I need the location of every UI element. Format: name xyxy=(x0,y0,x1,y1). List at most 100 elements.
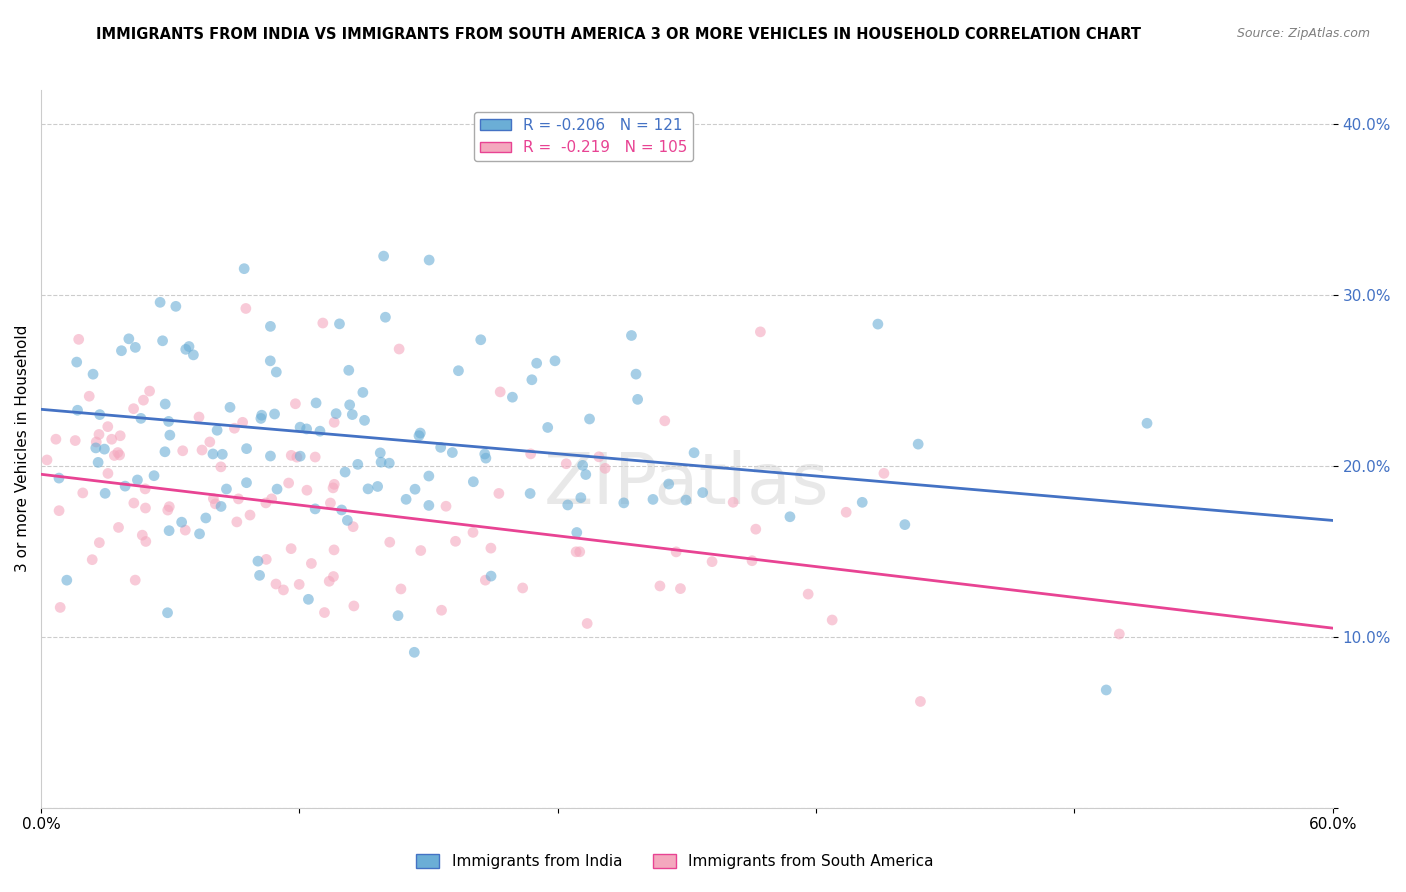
Point xyxy=(211,447,233,461)
Point xyxy=(224,421,246,435)
Point xyxy=(441,445,464,459)
Point xyxy=(89,535,111,549)
Point xyxy=(157,500,180,514)
Point xyxy=(336,513,359,527)
Point xyxy=(475,451,498,466)
Point xyxy=(569,491,592,505)
Point xyxy=(204,497,226,511)
Point xyxy=(309,424,332,438)
Text: IMMIGRANTS FROM INDIA VS IMMIGRANTS FROM SOUTH AMERICA 3 OR MORE VEHICLES IN HOU: IMMIGRANTS FROM INDIA VS IMMIGRANTS FROM… xyxy=(96,27,1142,42)
Point xyxy=(669,582,692,596)
Point xyxy=(177,339,200,353)
Point xyxy=(337,363,360,377)
Point xyxy=(277,476,299,491)
Point xyxy=(156,606,179,620)
Point xyxy=(157,524,180,538)
Point xyxy=(67,332,90,346)
Point xyxy=(280,448,302,462)
Point xyxy=(429,441,451,455)
Point xyxy=(745,522,768,536)
Point xyxy=(209,459,232,474)
Point xyxy=(246,554,269,568)
Point xyxy=(851,495,873,509)
Point xyxy=(323,477,346,491)
Point xyxy=(250,408,273,422)
Point xyxy=(409,425,432,440)
Point xyxy=(620,328,643,343)
Point xyxy=(174,343,197,357)
Point xyxy=(330,503,353,517)
Point xyxy=(588,450,610,464)
Point xyxy=(285,450,308,465)
Point xyxy=(333,465,356,479)
Point xyxy=(470,333,492,347)
Point xyxy=(675,493,697,508)
Point xyxy=(152,334,174,348)
Point xyxy=(319,496,342,510)
Point xyxy=(501,390,523,404)
Point xyxy=(215,482,238,496)
Point xyxy=(479,569,502,583)
Point xyxy=(304,502,326,516)
Point xyxy=(233,261,256,276)
Point xyxy=(100,432,122,446)
Point xyxy=(404,645,426,659)
Point xyxy=(149,295,172,310)
Point xyxy=(288,577,311,591)
Point xyxy=(613,496,636,510)
Point xyxy=(132,393,155,408)
Point xyxy=(1136,417,1159,431)
Point xyxy=(84,441,107,455)
Point xyxy=(170,515,193,529)
Point xyxy=(576,616,599,631)
Point xyxy=(866,317,889,331)
Point xyxy=(444,534,467,549)
Point xyxy=(512,581,534,595)
Point xyxy=(654,414,676,428)
Point xyxy=(575,467,598,482)
Point xyxy=(254,496,277,510)
Point xyxy=(202,491,225,506)
Point xyxy=(172,443,194,458)
Point xyxy=(474,447,496,461)
Point xyxy=(156,503,179,517)
Point xyxy=(89,408,111,422)
Point xyxy=(526,356,548,370)
Point xyxy=(260,491,283,506)
Point xyxy=(721,495,744,509)
Point xyxy=(97,419,120,434)
Point xyxy=(910,694,932,708)
Point xyxy=(66,355,89,369)
Point xyxy=(266,365,288,379)
Point xyxy=(323,415,346,429)
Point xyxy=(665,545,688,559)
Point xyxy=(489,384,512,399)
Point xyxy=(353,413,375,427)
Point xyxy=(488,486,510,500)
Point xyxy=(124,340,146,354)
Point xyxy=(343,599,366,613)
Point xyxy=(658,477,681,491)
Point xyxy=(779,509,801,524)
Point xyxy=(284,397,307,411)
Point xyxy=(65,434,87,448)
Point xyxy=(418,499,440,513)
Point xyxy=(250,411,273,425)
Point xyxy=(228,491,250,506)
Point xyxy=(409,543,432,558)
Point xyxy=(235,442,257,456)
Point xyxy=(288,420,311,434)
Point xyxy=(107,445,129,459)
Point xyxy=(894,517,917,532)
Point xyxy=(290,449,312,463)
Point xyxy=(82,552,104,566)
Point xyxy=(198,434,221,449)
Point xyxy=(557,498,579,512)
Point xyxy=(339,398,361,412)
Point xyxy=(749,325,772,339)
Point xyxy=(188,526,211,541)
Point xyxy=(797,587,820,601)
Point xyxy=(159,428,181,442)
Point xyxy=(418,469,440,483)
Point xyxy=(174,523,197,537)
